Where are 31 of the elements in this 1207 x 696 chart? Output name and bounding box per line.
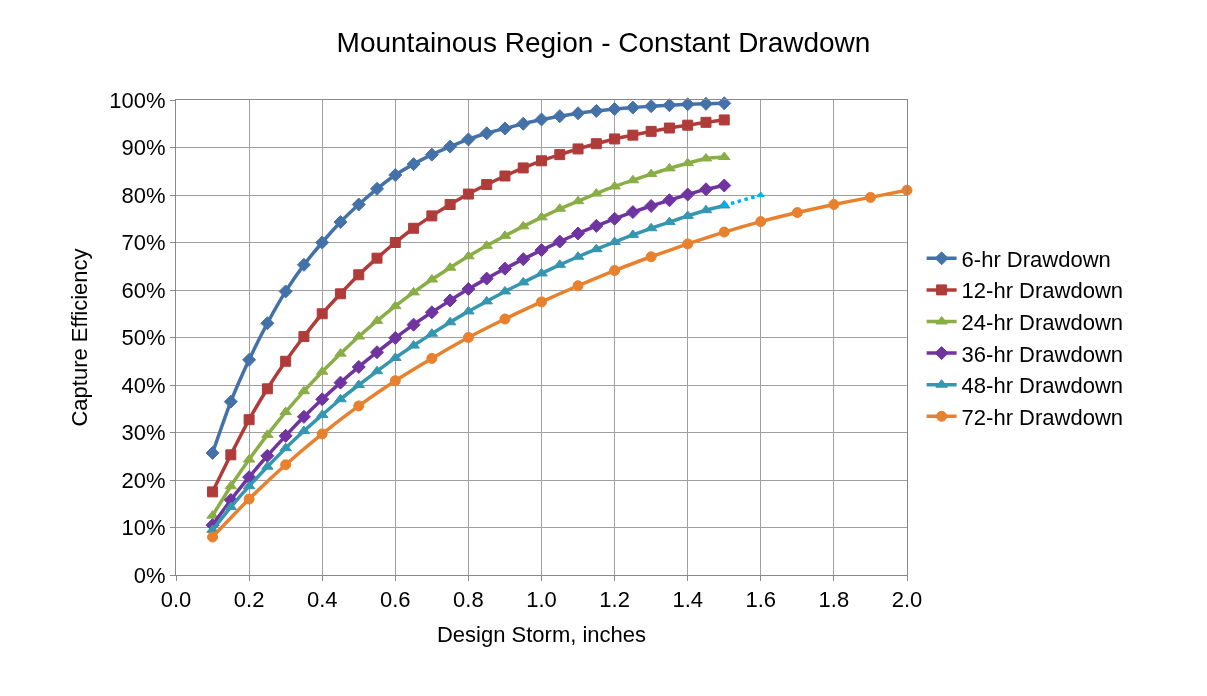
legend-label: 6-hr Drawdown	[961, 246, 1111, 272]
x-tick-label: 1.4	[672, 587, 703, 613]
y-tick-label: 20%	[121, 467, 166, 493]
legend-label: 24-hr Drawdown	[961, 310, 1124, 336]
y-tick-label: 80%	[121, 182, 166, 208]
y-tick-label: 90%	[121, 135, 166, 161]
y-tick-label: 100%	[109, 87, 166, 113]
y-tick-label: 0%	[133, 562, 166, 588]
y-axis-title: Capture Efficiency	[67, 248, 93, 427]
y-tick-label: 10%	[121, 515, 166, 541]
x-axis-title: Design Storm, inches	[436, 622, 647, 648]
y-tick-label: 60%	[121, 277, 166, 303]
x-tick-label: 0.2	[233, 587, 265, 613]
y-tick-label: 40%	[121, 372, 166, 398]
x-tick-label: 1.2	[599, 587, 630, 613]
x-tick-label: 0.6	[380, 587, 411, 613]
x-tick-label: 1.0	[526, 587, 557, 613]
y-tick-label: 30%	[121, 420, 166, 446]
y-tick-label: 50%	[121, 325, 166, 351]
x-tick-label: 1.6	[745, 587, 777, 613]
x-tick-label: 2.0	[891, 587, 923, 613]
x-tick-label: 0.0	[160, 587, 192, 613]
x-tick-label: 0.4	[306, 587, 338, 613]
x-tick-label: 0.8	[453, 587, 484, 613]
x-tick-label: 1.8	[818, 587, 850, 613]
legend-label: 12-hr Drawdown	[961, 278, 1124, 304]
legend-label: 72-hr Drawdown	[961, 404, 1124, 430]
legend-label: 36-hr Drawdown	[961, 341, 1124, 367]
legend-label: 48-hr Drawdown	[961, 373, 1124, 399]
y-tick-label: 70%	[121, 230, 166, 256]
chart-title: Mountainous Region - Constant Drawdown	[336, 26, 871, 58]
